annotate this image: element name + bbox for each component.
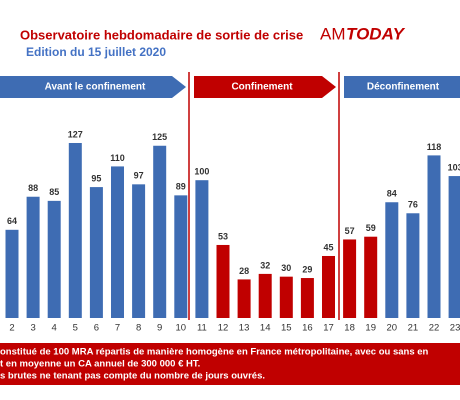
value-label: 32 bbox=[260, 260, 270, 270]
bar bbox=[322, 255, 335, 318]
bar bbox=[26, 196, 40, 318]
x-tick-label: 22 bbox=[429, 323, 440, 334]
phase-label: Confinement bbox=[231, 82, 293, 93]
x-tick-label: 18 bbox=[344, 323, 355, 334]
logo-today: TODAY bbox=[346, 24, 406, 43]
value-label: 76 bbox=[408, 200, 418, 210]
value-label: 29 bbox=[302, 264, 312, 274]
value-label: 100 bbox=[194, 167, 209, 177]
value-label: 64 bbox=[7, 216, 17, 226]
x-tick-label: 20 bbox=[387, 323, 398, 334]
x-tick-label: 8 bbox=[136, 323, 141, 334]
value-label: 127 bbox=[68, 129, 83, 139]
phase-arrow bbox=[344, 76, 460, 98]
x-tick-label: 9 bbox=[157, 323, 162, 334]
footnote-band bbox=[0, 343, 460, 385]
bar bbox=[89, 187, 103, 318]
x-tick-label: 17 bbox=[323, 323, 334, 334]
value-label: 45 bbox=[323, 242, 333, 252]
x-tick-label: 3 bbox=[30, 323, 35, 334]
x-tick-label: 19 bbox=[365, 323, 376, 334]
bar bbox=[300, 278, 314, 318]
x-tick-label: 12 bbox=[218, 323, 229, 334]
bar bbox=[5, 229, 19, 318]
value-label: 95 bbox=[91, 173, 101, 183]
phase-label: Déconfinement bbox=[367, 82, 440, 93]
bar bbox=[279, 276, 293, 318]
footnote: s brutes ne tenant pas compte du nombre … bbox=[0, 371, 265, 382]
value-label: 30 bbox=[281, 263, 291, 273]
x-tick-label: 16 bbox=[302, 323, 313, 334]
x-tick-label: 6 bbox=[94, 323, 99, 334]
value-label: 84 bbox=[387, 189, 397, 199]
x-tick-label: 10 bbox=[176, 323, 187, 334]
x-tick-label: 7 bbox=[115, 323, 120, 334]
value-label: 118 bbox=[427, 142, 442, 152]
bar bbox=[427, 155, 441, 318]
bar bbox=[174, 195, 188, 318]
bar bbox=[68, 142, 82, 318]
x-tick-label: 2 bbox=[9, 323, 14, 334]
phase-arrow bbox=[194, 76, 336, 98]
bar bbox=[195, 180, 209, 318]
value-label: 125 bbox=[152, 132, 167, 142]
value-label: 110 bbox=[110, 153, 125, 163]
x-tick-label: 5 bbox=[73, 323, 78, 334]
value-label: 89 bbox=[176, 182, 186, 192]
value-label: 57 bbox=[345, 226, 355, 236]
bar bbox=[343, 239, 357, 318]
bar bbox=[448, 176, 460, 318]
bar bbox=[385, 202, 399, 318]
value-label: 85 bbox=[49, 187, 59, 197]
value-label: 59 bbox=[366, 223, 376, 233]
chart-title: Observatoire hebdomadaire de sortie de c… bbox=[20, 27, 303, 42]
x-tick-label: 15 bbox=[281, 323, 292, 334]
bar bbox=[258, 273, 272, 318]
bar bbox=[111, 166, 124, 318]
value-label: 53 bbox=[218, 231, 228, 241]
phase-arrow bbox=[0, 76, 186, 98]
x-tick-label: 4 bbox=[52, 323, 57, 334]
phase-label: Avant le confinement bbox=[45, 82, 146, 93]
x-tick-label: 21 bbox=[408, 323, 419, 334]
bar bbox=[153, 145, 167, 318]
bar bbox=[47, 200, 61, 318]
x-tick-label: 14 bbox=[260, 323, 271, 334]
x-tick-label: 23 bbox=[450, 323, 460, 334]
bar bbox=[237, 279, 251, 318]
value-label: 97 bbox=[134, 171, 144, 181]
x-tick-label: 11 bbox=[197, 323, 207, 334]
value-label: 88 bbox=[28, 183, 38, 193]
footnote: t en moyenne un CA annuel de 300 000 € H… bbox=[0, 359, 200, 370]
value-label: 28 bbox=[239, 266, 249, 276]
bar bbox=[406, 213, 420, 318]
bar bbox=[132, 184, 146, 318]
bar bbox=[364, 236, 378, 318]
logo-am: AM bbox=[320, 24, 346, 43]
chart-subtitle: Edition du 15 juillet 2020 bbox=[26, 45, 166, 59]
bar bbox=[216, 244, 230, 318]
x-tick-label: 13 bbox=[239, 323, 250, 334]
footnote: onstitué de 100 MRA répartis de manière … bbox=[0, 347, 429, 358]
value-label: 103 bbox=[448, 162, 460, 172]
